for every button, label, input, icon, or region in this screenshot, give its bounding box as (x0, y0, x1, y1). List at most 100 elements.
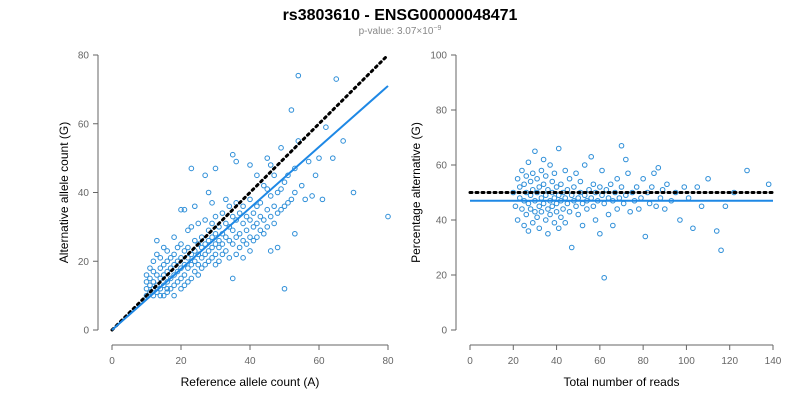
data-point (292, 165, 298, 172)
data-point (581, 162, 588, 168)
data-point (698, 203, 705, 210)
data-point (257, 200, 264, 206)
data-point (744, 167, 750, 174)
y-tick-label: 60 (78, 119, 90, 130)
data-point (551, 195, 558, 201)
data-point (261, 217, 267, 223)
y-tick-label: 80 (78, 51, 90, 62)
data-point (298, 182, 305, 189)
data-point (247, 248, 253, 254)
data-point (267, 193, 274, 199)
y-tick-label: 0 (83, 326, 89, 337)
data-point (250, 224, 257, 230)
data-point (655, 164, 662, 171)
data-point (601, 200, 607, 207)
data-point (292, 189, 298, 196)
panel-allele-counts: 0 20 40 60 80 0 20 40 60 80 Reference allele count… (57, 51, 394, 390)
data-point (590, 203, 597, 210)
data-point (590, 181, 597, 188)
data-point (254, 172, 260, 179)
data-point (174, 244, 181, 251)
data-point (551, 219, 558, 226)
data-point (718, 247, 724, 254)
data-point (540, 156, 547, 163)
data-point (616, 195, 623, 201)
reference-line (110, 53, 390, 332)
data-point (212, 165, 219, 172)
data-point (292, 230, 298, 237)
data-point (685, 195, 692, 201)
data-point (538, 195, 545, 201)
data-point (178, 241, 184, 247)
data-point (150, 279, 157, 285)
data-point (564, 200, 571, 207)
data-point (219, 251, 226, 258)
data-point (540, 181, 547, 188)
data-point (274, 189, 281, 196)
data-point (267, 248, 274, 254)
data-point (553, 200, 560, 207)
data-point (319, 196, 326, 203)
data-point (350, 189, 357, 196)
data-point (288, 196, 295, 203)
data-point (281, 179, 288, 185)
data-point (588, 195, 595, 201)
data-point (690, 225, 696, 232)
data-point (164, 289, 170, 295)
data-point (171, 292, 177, 299)
data-point (642, 233, 649, 240)
x-tick-label: 140 (765, 356, 782, 367)
panel-percentage-alternative: 0 20 40 60 80 100 120 140 0 20 40 60 80 100 Total numb… (409, 51, 782, 390)
data-point (188, 165, 195, 172)
data-point (205, 248, 212, 254)
data-point (167, 285, 174, 292)
data-point (677, 217, 683, 223)
pvalue-prefix: p-value: 3.07×10 (359, 26, 434, 37)
data-point (525, 228, 532, 234)
data-point (577, 178, 584, 185)
data-point (143, 272, 150, 278)
data-point (532, 208, 538, 215)
data-point (178, 285, 184, 292)
data-point (271, 203, 277, 210)
data-point (521, 181, 527, 188)
data-point (164, 248, 170, 254)
data-point (588, 153, 595, 160)
data-point (529, 219, 536, 226)
data-point (195, 261, 202, 268)
data-point (534, 175, 540, 182)
data-point (661, 206, 668, 212)
data-point (154, 237, 160, 244)
x-axis-label: Reference allele count (A) (181, 375, 320, 389)
data-point (553, 184, 560, 190)
y-axis-label: Percentage alternative (G) (409, 122, 423, 263)
data-point (305, 158, 312, 165)
data-point (171, 282, 177, 289)
data-point (157, 292, 164, 299)
data-point (521, 222, 527, 229)
data-point (167, 255, 174, 261)
data-point (525, 159, 532, 166)
data-point (240, 203, 246, 210)
data-point (143, 279, 150, 285)
data-point (216, 244, 222, 251)
data-point (243, 241, 250, 247)
x-tick-label: 120 (721, 356, 738, 367)
data-point (236, 230, 243, 237)
data-point (226, 237, 233, 244)
data-point (529, 170, 536, 177)
data-point (154, 251, 160, 258)
data-point (597, 184, 603, 190)
data-point (264, 186, 271, 192)
data-point (536, 184, 543, 190)
x-tick-label: 40 (244, 356, 256, 367)
data-point (233, 158, 239, 165)
data-point (171, 251, 177, 258)
data-point (713, 228, 720, 234)
data-point (534, 214, 540, 221)
y-tick-label: 60 (436, 161, 448, 172)
data-point (640, 175, 646, 182)
data-point (202, 251, 208, 258)
y-tick-label: 20 (78, 257, 90, 268)
data-point (323, 124, 329, 130)
